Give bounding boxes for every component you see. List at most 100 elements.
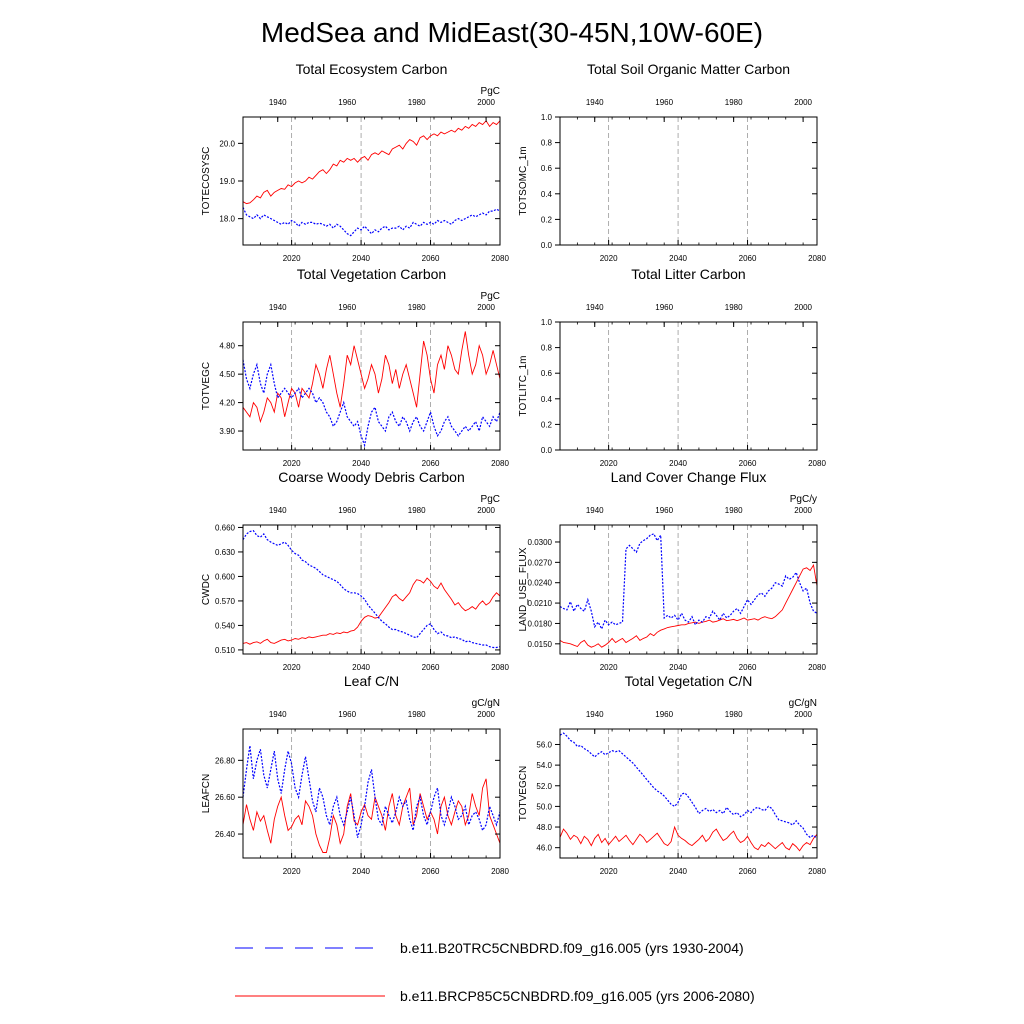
panel-units: PgC	[481, 86, 500, 97]
y-tick-label: 0.0180	[528, 619, 553, 628]
y-tick-label: 0.0	[541, 446, 553, 455]
y-tick-label: 18.0	[219, 215, 235, 224]
y-tick-label: 0.630	[215, 548, 236, 557]
series-line-historical	[242, 745, 501, 838]
x-tick-label-bottom: 2080	[808, 254, 826, 263]
panel-title: Land Cover Change Flux	[611, 469, 767, 485]
series-line-historical	[242, 207, 501, 237]
y-tick-label: 0.8	[541, 344, 553, 353]
x-tick-label-bottom: 2080	[491, 867, 509, 876]
panel-title: Total Vegetation C/N	[625, 673, 753, 689]
y-tick-label: 0.4	[541, 190, 553, 199]
y-tick-label: 0.0150	[528, 640, 553, 649]
x-tick-label-bottom: 2060	[422, 459, 440, 468]
y-tick-label: 3.90	[219, 427, 235, 436]
y-axis-label: TOTVEGC	[201, 362, 212, 410]
plot-frame	[242, 728, 501, 859]
x-tick-label-top: 1960	[338, 98, 356, 107]
panel-units: PgC/y	[790, 494, 817, 505]
x-tick-label-bottom: 2040	[669, 663, 687, 672]
x-tick-label-top: 2000	[477, 303, 495, 312]
y-tick-label: 0.2	[541, 420, 553, 429]
y-tick-label: 0.570	[215, 597, 236, 606]
y-axis-label: TOTECOSYSC	[201, 147, 212, 216]
x-tick-label-top: 1940	[269, 303, 287, 312]
legend-label-rcp85: b.e11.BRCP85C5CNBDRD.f09_g16.005 (yrs 20…	[400, 988, 755, 1004]
y-tick-label: 0.660	[215, 523, 236, 532]
y-axis-label: LAND_USE_FLUX	[518, 547, 529, 631]
panel-title: Total Soil Organic Matter Carbon	[587, 61, 790, 77]
series-line-historical	[559, 732, 818, 839]
y-tick-label: 52.0	[536, 782, 552, 791]
x-tick-label-top: 1960	[655, 98, 673, 107]
legend-label-historical: b.e11.B20TRC5CNBDRD.f09_g16.005 (yrs 193…	[400, 940, 744, 956]
x-tick-label-bottom: 2020	[283, 459, 301, 468]
x-tick-label-top: 2000	[477, 710, 495, 719]
x-tick-label-top: 2000	[794, 506, 812, 515]
x-tick-label-bottom: 2020	[283, 867, 301, 876]
y-tick-label: 26.80	[215, 756, 236, 765]
x-tick-label-bottom: 2060	[422, 867, 440, 876]
y-tick-label: 0.540	[215, 621, 236, 630]
x-tick-label-top: 1940	[269, 98, 287, 107]
x-tick-label-top: 1960	[655, 506, 673, 515]
panel-units: gC/gN	[789, 698, 817, 709]
y-tick-label: 0.0240	[528, 579, 553, 588]
x-tick-label-bottom: 2020	[283, 663, 301, 672]
x-tick-label-top: 2000	[794, 710, 812, 719]
panel-2: Total Soil Organic Matter Carbon TOTSOMC_…	[518, 61, 826, 263]
y-tick-label: 0.0210	[528, 599, 553, 608]
x-tick-label-top: 1980	[725, 506, 743, 515]
panel-title: Total Litter Carbon	[631, 266, 745, 282]
x-tick-label-top: 1960	[338, 506, 356, 515]
series-line-rcp85	[559, 825, 818, 852]
panel-8: Total Vegetation C/N gC/gN TOTVEGCN 2020 204…	[518, 673, 826, 876]
y-tick-label: 54.0	[536, 761, 552, 770]
x-tick-label-bottom: 2020	[600, 459, 618, 468]
x-tick-label-bottom: 2060	[422, 663, 440, 672]
panel-7: Leaf C/N gC/gN LEAFCN 2020 2040 2060 2080 1940 1…	[201, 673, 509, 876]
x-tick-label-top: 1940	[586, 303, 604, 312]
y-axis-label: LEAFCN	[201, 774, 212, 813]
x-tick-label-bottom: 2060	[739, 663, 757, 672]
x-tick-label-top: 1940	[269, 506, 287, 515]
y-tick-label: 0.0270	[528, 558, 553, 567]
x-tick-label-top: 1940	[586, 98, 604, 107]
figure-title: MedSea and MidEast(30-45N,10W-60E)	[261, 17, 763, 48]
plot-frame	[242, 116, 501, 246]
x-tick-label-top: 1980	[408, 710, 426, 719]
x-tick-label-top: 1980	[725, 710, 743, 719]
series-line-historical	[559, 533, 818, 631]
x-tick-label-bottom: 2080	[491, 254, 509, 263]
series-line-rcp85	[242, 331, 501, 424]
y-tick-label: 1.0	[541, 318, 553, 327]
y-tick-label: 0.4	[541, 395, 553, 404]
plot-frame	[559, 524, 818, 655]
y-tick-label: 26.60	[215, 793, 236, 802]
y-tick-label: 4.50	[219, 370, 235, 379]
y-axis-label: TOTSOMC_1m	[518, 146, 529, 215]
x-tick-label-bottom: 2060	[422, 254, 440, 263]
legend: b.e11.B20TRC5CNBDRD.f09_g16.005 (yrs 193…	[235, 940, 755, 1004]
series-line-rcp85	[242, 577, 501, 645]
x-tick-label-bottom: 2040	[669, 459, 687, 468]
panel-3: Total Vegetation Carbon PgC TOTVEGC 2020 204…	[201, 266, 509, 468]
x-tick-label-top: 1980	[408, 303, 426, 312]
y-tick-label: 0.6	[541, 164, 553, 173]
x-tick-label-bottom: 2040	[352, 867, 370, 876]
y-tick-label: 26.40	[215, 830, 236, 839]
x-tick-label-bottom: 2060	[739, 459, 757, 468]
panel-units: gC/gN	[472, 698, 500, 709]
y-tick-label: 0.2	[541, 215, 553, 224]
x-tick-label-top: 1960	[655, 303, 673, 312]
panel-title: Leaf C/N	[344, 673, 399, 689]
y-tick-label: 1.0	[541, 113, 553, 122]
y-axis-label: TOTLITC_1m	[518, 356, 529, 417]
y-tick-label: 4.20	[219, 399, 235, 408]
y-tick-label: 19.0	[219, 177, 235, 186]
x-tick-label-bottom: 2040	[669, 254, 687, 263]
panel-title: Coarse Woody Debris Carbon	[278, 469, 465, 485]
series-line-historical	[242, 359, 501, 448]
y-tick-label: 0.8	[541, 139, 553, 148]
